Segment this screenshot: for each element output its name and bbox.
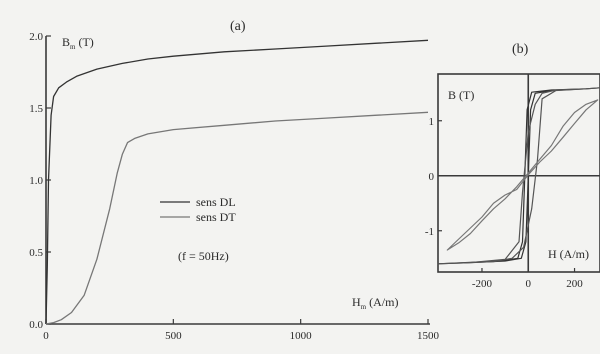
panel-b-ylabel: B (T)	[448, 88, 474, 102]
panel-a-x-tick-label: 0	[43, 330, 49, 342]
series-line-sens-dt	[45, 111, 429, 325]
legend-label-sens-dl: sens DL	[196, 195, 236, 209]
panel-a-x-tick-label: 1000	[290, 330, 313, 342]
hysteresis-loop-2	[437, 87, 600, 265]
panel-a-ticks: 0 500 1000 1500 0.0 0.5 1.0 1.5 2.0	[29, 31, 439, 342]
panel-b-x-tick-label: 0	[526, 278, 532, 290]
panel-b-chart: (b) -200 0 200 1 0 -1 B (T) H (A/m)	[425, 42, 600, 290]
panel-b-y-tick-label: 1	[429, 116, 435, 128]
series-line-sens-dl	[45, 39, 429, 325]
panel-a-annotation: (f = 50Hz)	[178, 249, 229, 263]
panel-a-label: (a)	[230, 19, 246, 34]
panel-a-chart: (a) 0 500 1000 1500 0.0 0.5 1.0 1.5 2.0 Bm (T) H…	[29, 19, 439, 342]
panel-a-y-tick-label: 2.0	[29, 31, 43, 43]
panel-a-x-tick-label: 500	[165, 330, 182, 342]
panel-b-x-tick-label: -200	[472, 278, 493, 290]
panel-a-legend: sens DL sens DT	[160, 195, 236, 224]
panel-b-y-tick-label: -1	[425, 226, 434, 238]
panel-a-ylabel: Bm (T)	[62, 35, 94, 51]
panel-a-y-tick-label: 0.0	[29, 319, 43, 331]
panel-b-series	[437, 87, 600, 265]
legend-label-sens-dt: sens DT	[196, 210, 236, 224]
panel-b-y-tick-label: 0	[429, 171, 435, 183]
panel-a-y-tick-label: 0.5	[29, 247, 43, 259]
panel-b-ticks: -200 0 200 1 0 -1	[425, 116, 583, 290]
panel-b-frame	[437, 73, 600, 273]
panel-a-y-tick-label: 1.0	[29, 175, 43, 187]
panel-b-x-tick-label: 200	[566, 278, 583, 290]
panel-a-series	[45, 39, 429, 325]
panel-a-y-tick-label: 1.5	[29, 103, 43, 115]
panel-a-x-tick-label: 1500	[417, 330, 440, 342]
panel-a-xlabel: Hm (A/m)	[352, 295, 398, 311]
panel-b-label: (b)	[512, 42, 529, 57]
panel-b-xlabel: H (A/m)	[548, 247, 589, 261]
hysteresis-loop-3	[446, 99, 599, 251]
